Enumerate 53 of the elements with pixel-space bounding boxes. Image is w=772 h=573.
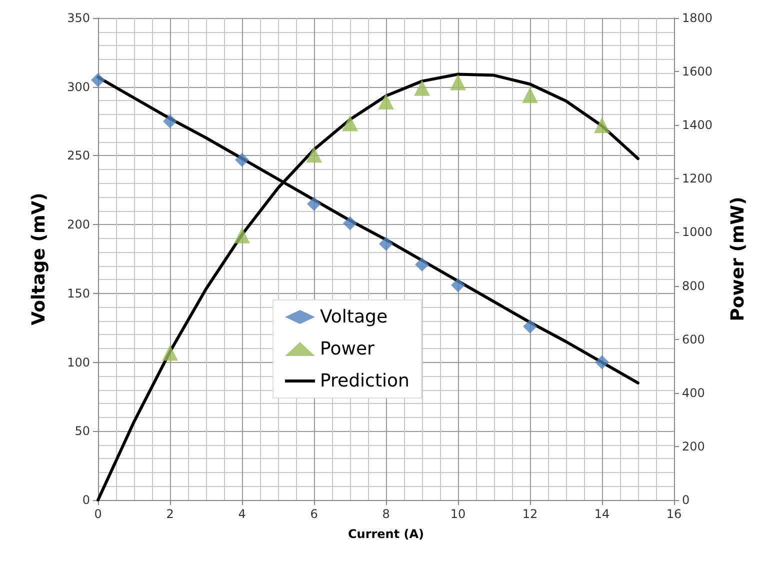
y-tick-label: 300 xyxy=(67,80,90,94)
point xyxy=(342,115,358,132)
x-tick-label: 10 xyxy=(450,507,466,521)
point xyxy=(235,152,249,167)
x-axis-title: Current (A) xyxy=(348,527,424,541)
y2-tick-label: 400 xyxy=(682,386,705,400)
point xyxy=(414,80,430,96)
point xyxy=(451,278,465,292)
line-series xyxy=(96,72,640,502)
y2-tick-label: 1000 xyxy=(682,225,713,240)
x-tick-label: 8 xyxy=(382,507,390,521)
x-tick-label: 6 xyxy=(310,507,318,521)
point xyxy=(595,355,609,370)
y2-tick-label: 1400 xyxy=(682,118,713,132)
y2-tick-label: 800 xyxy=(682,278,705,293)
point xyxy=(306,146,322,163)
y2-tick-label: 1800 xyxy=(682,11,713,25)
x-tick-label: 14 xyxy=(594,507,610,521)
legend-label: Prediction xyxy=(320,370,410,392)
point xyxy=(415,258,429,272)
x-tick-label: 12 xyxy=(522,507,538,521)
y2-axis-title: Power (mW) xyxy=(728,196,748,322)
y-tick-label: 50 xyxy=(74,424,90,438)
y-tick-label: 350 xyxy=(67,11,90,25)
y2-tick-label: 0 xyxy=(682,493,690,507)
point xyxy=(522,87,538,104)
legend-label: Power xyxy=(320,338,376,360)
x-tick-label: 4 xyxy=(238,507,246,521)
legend-label: Voltage xyxy=(320,306,388,328)
y-tick-label: 150 xyxy=(67,286,90,300)
point xyxy=(343,216,357,230)
x-tick-label: 0 xyxy=(94,507,102,521)
y2-tick-label: 1200 xyxy=(682,172,713,186)
y-tick-label: 0 xyxy=(82,493,90,507)
y2-tick-label: 600 xyxy=(682,332,705,346)
y-tick-label: 250 xyxy=(67,148,90,163)
point xyxy=(450,74,466,90)
point xyxy=(234,227,250,244)
point xyxy=(379,236,393,251)
point xyxy=(594,117,610,134)
x-tick-label: 2 xyxy=(166,507,174,521)
point xyxy=(91,72,105,87)
point xyxy=(307,196,321,211)
point xyxy=(163,114,177,128)
x-tick-label: 16 xyxy=(666,507,682,521)
y2-tick-label: 200 xyxy=(682,439,705,454)
y2-tick-label: 1600 xyxy=(682,64,713,79)
y-axis-title: Voltage (mV) xyxy=(28,192,50,326)
y-tick-label: 200 xyxy=(67,218,90,232)
point xyxy=(523,319,537,334)
y-tick-label: 100 xyxy=(67,355,90,370)
point xyxy=(162,344,178,361)
point xyxy=(378,94,394,110)
